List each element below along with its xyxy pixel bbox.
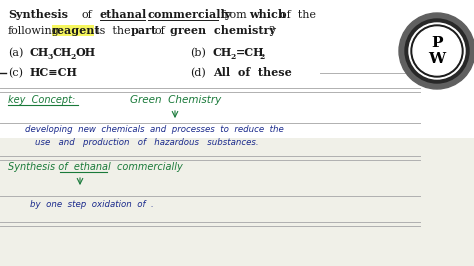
Circle shape	[409, 23, 465, 79]
Text: which: which	[249, 9, 286, 20]
Text: All  of  these: All of these	[213, 67, 292, 78]
Text: following: following	[8, 26, 60, 36]
Text: by  one  step  oxidation  of  .: by one step oxidation of .	[30, 200, 154, 209]
Text: P: P	[431, 36, 443, 50]
Text: (c): (c)	[8, 68, 23, 78]
Text: 3: 3	[47, 53, 52, 61]
Circle shape	[405, 19, 469, 83]
Text: (b): (b)	[190, 48, 206, 58]
Text: green  chemistry: green chemistry	[170, 25, 276, 36]
Text: from: from	[221, 10, 248, 20]
Text: use   and   production   of   hazardous   substances.: use and production of hazardous substanc…	[35, 138, 259, 147]
FancyBboxPatch shape	[0, 0, 474, 138]
Text: Synthesis: Synthesis	[8, 9, 68, 20]
Text: of: of	[82, 10, 93, 20]
Text: reagent: reagent	[52, 25, 100, 36]
Circle shape	[399, 13, 474, 89]
Text: of: of	[155, 26, 166, 36]
Text: HC≡CH: HC≡CH	[30, 67, 78, 78]
Text: OH: OH	[76, 47, 96, 58]
Text: Synthesis of  ethanal  commercially: Synthesis of ethanal commercially	[8, 162, 183, 172]
Text: commercially: commercially	[148, 9, 232, 20]
Text: CH: CH	[53, 47, 72, 58]
Text: (a): (a)	[8, 48, 23, 58]
Text: =CH: =CH	[236, 47, 264, 58]
FancyBboxPatch shape	[52, 25, 94, 36]
Text: of  the: of the	[280, 10, 316, 20]
Text: CH: CH	[213, 47, 232, 58]
Text: 2: 2	[259, 53, 264, 61]
Circle shape	[411, 25, 463, 77]
Text: W: W	[428, 52, 446, 66]
Text: 2: 2	[230, 53, 235, 61]
Text: Green  Chemistry: Green Chemistry	[130, 95, 221, 105]
Circle shape	[413, 27, 461, 75]
Text: is  the: is the	[96, 26, 131, 36]
Text: key  Concept:: key Concept:	[8, 95, 75, 105]
Text: (d): (d)	[190, 68, 206, 78]
Text: ?: ?	[268, 26, 274, 36]
Text: CH: CH	[30, 47, 49, 58]
Text: developing  new  chemicals  and  processes  to  reduce  the: developing new chemicals and processes t…	[25, 125, 284, 134]
Text: ethanal: ethanal	[100, 9, 147, 20]
Text: part: part	[131, 25, 157, 36]
Text: 2: 2	[70, 53, 75, 61]
